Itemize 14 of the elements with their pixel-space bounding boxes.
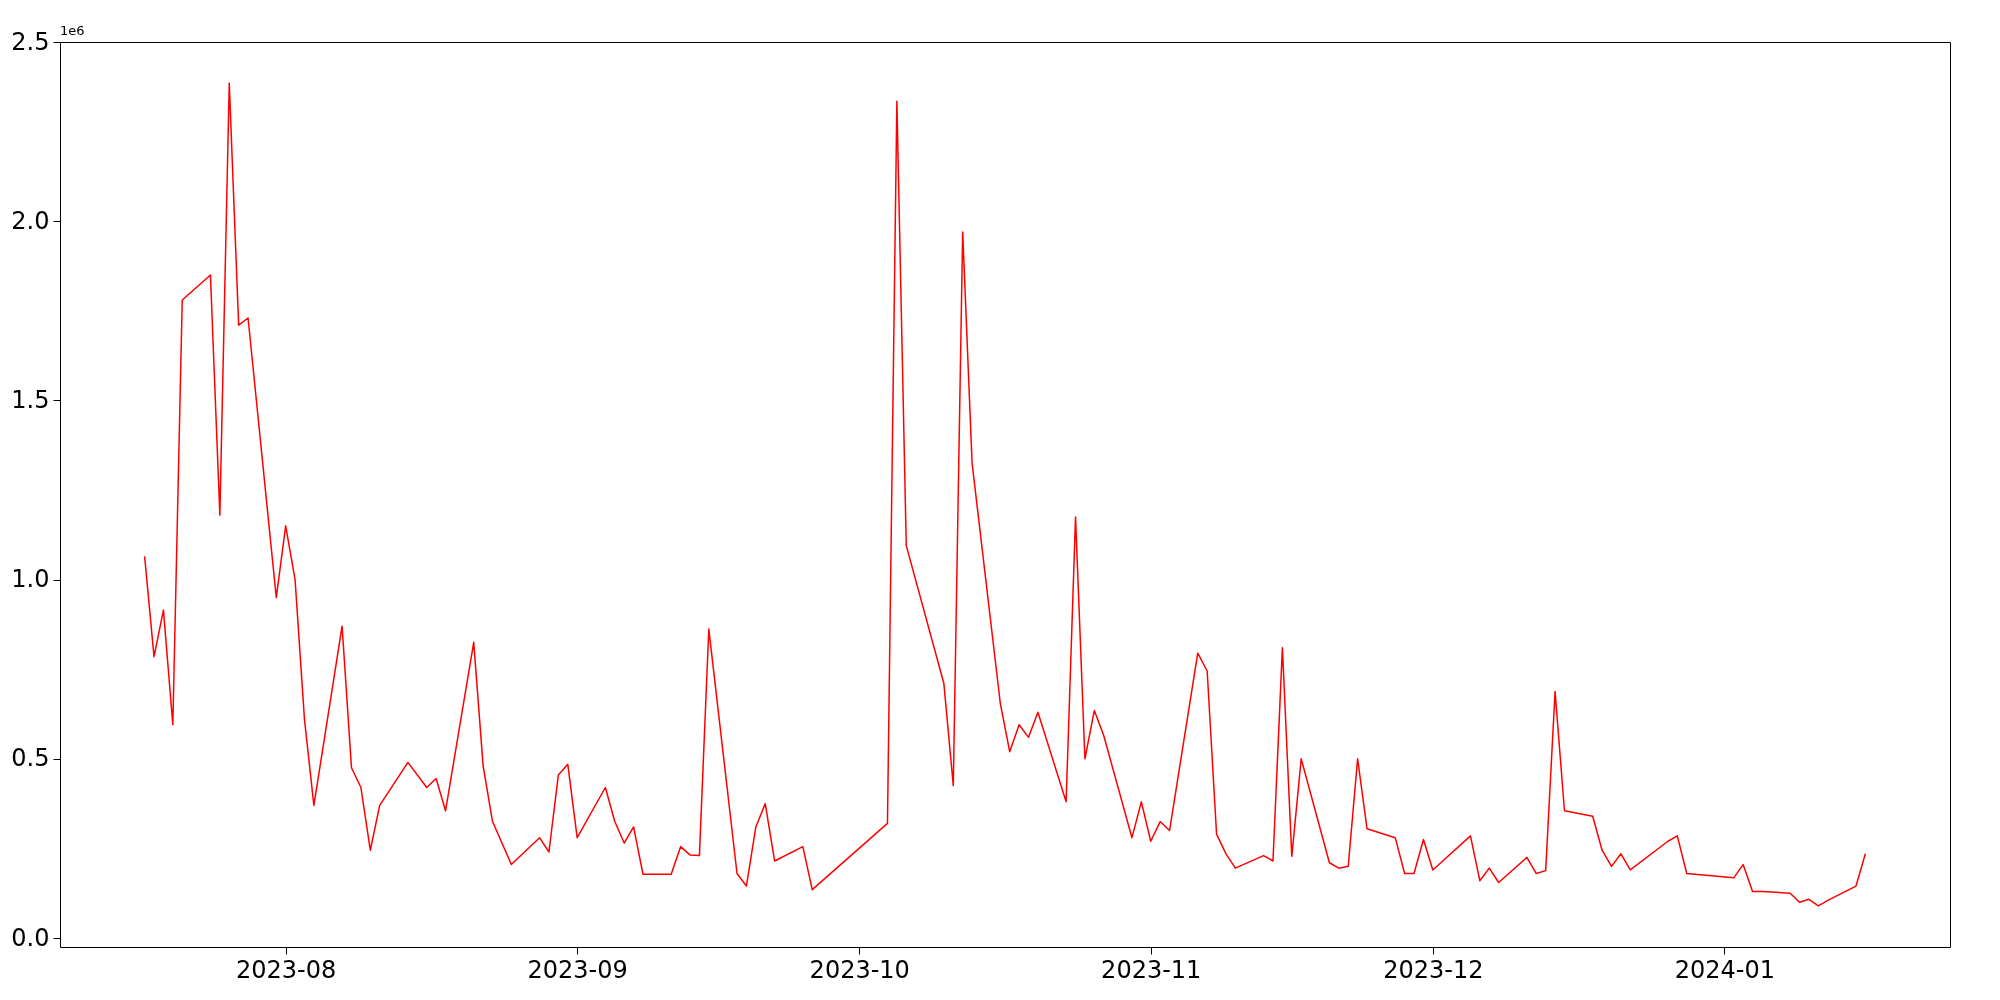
x-tick-label: 2023-09 bbox=[527, 955, 628, 984]
line-series bbox=[143, 82, 1867, 907]
x-tick-label: 2024-01 bbox=[1674, 955, 1775, 984]
y-tick-label: 2.5 bbox=[11, 27, 50, 56]
x-tick-label: 2023-12 bbox=[1383, 955, 1484, 984]
text: 1e6 bbox=[60, 23, 85, 38]
y-tick-label: 0.5 bbox=[11, 744, 50, 773]
y-tick-label: 2.0 bbox=[11, 206, 50, 235]
x-tick-label: 2023-11 bbox=[1101, 955, 1202, 984]
x-tick-label: 2023-10 bbox=[809, 955, 910, 984]
y-tick-label: 1.5 bbox=[11, 385, 50, 414]
x-tick-label: 2023-08 bbox=[236, 955, 337, 984]
y-tick-label: 1.0 bbox=[11, 565, 50, 594]
y-tick-label: 0.0 bbox=[11, 923, 50, 952]
